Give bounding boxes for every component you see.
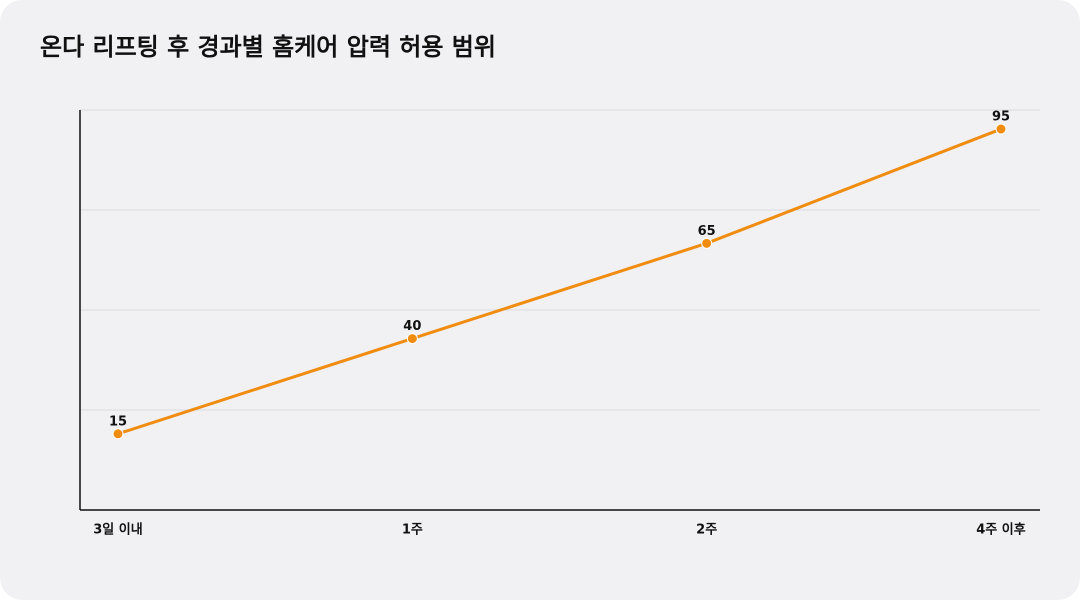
x-tick-label: 2주 [696, 523, 717, 538]
x-tick-label: 1주 [402, 523, 423, 538]
point [701, 237, 713, 249]
line [117, 127, 1002, 436]
point [995, 123, 1007, 135]
value-label: 65 [698, 224, 716, 239]
x-tick-label: 4주 이후 [976, 522, 1025, 538]
point [112, 428, 124, 440]
chart-title: 온다 리프팅 후 경과별 홈케어 압력 허용 범위 [40, 33, 496, 61]
value-label: 15 [109, 414, 127, 429]
x-tick-label: 3일 이내 [93, 522, 142, 538]
point [406, 333, 418, 345]
value-label: 95 [992, 110, 1010, 125]
value-label: 40 [403, 319, 421, 334]
